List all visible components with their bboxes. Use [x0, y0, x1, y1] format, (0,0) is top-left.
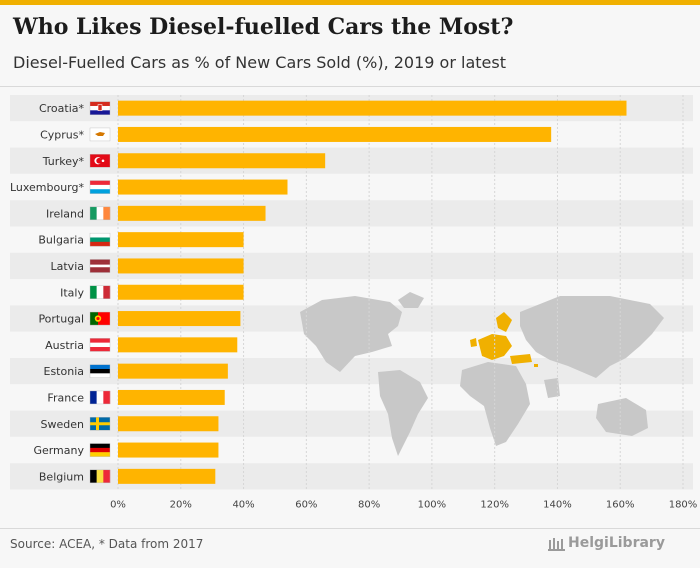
- x-tick-label: 80%: [358, 500, 380, 511]
- category-label: Portugal: [38, 313, 84, 326]
- brand-logo: HelgiLibrary: [568, 535, 665, 551]
- x-tick-label: 60%: [295, 500, 317, 511]
- bar-germany: [118, 442, 219, 458]
- row-band: [10, 252, 693, 280]
- chart-subtitle: Diesel-Fuelled Cars as % of New Cars Sol…: [13, 53, 506, 72]
- ireland-highlight-shape: [470, 338, 477, 347]
- row-band: [10, 463, 693, 490]
- bar-turkey: [118, 153, 326, 169]
- scandinavia-highlight-shape: [496, 312, 512, 332]
- bar-latvia: [118, 258, 244, 274]
- germany-flag-icon: [89, 443, 111, 457]
- x-tick-label: 160%: [606, 500, 635, 511]
- row-band: [10, 147, 693, 174]
- bar-chart: Croatia* Cyprus* Turkey* Luxembourg* Ireland…: [10, 95, 697, 511]
- category-label: Italy: [60, 286, 84, 299]
- x-tick-label: 40%: [232, 500, 254, 511]
- turkey-highlight-shape: [510, 354, 532, 364]
- row-band: [10, 200, 693, 227]
- header-divider: [0, 86, 700, 87]
- italy-flag-icon: [89, 285, 111, 299]
- row-band: [10, 384, 693, 411]
- x-tick-label: 180%: [669, 500, 698, 511]
- x-tick-label: 20%: [170, 500, 192, 511]
- bar-luxembourg: [118, 179, 288, 195]
- asia-shape: [520, 296, 664, 378]
- top-accent-bar: [0, 0, 700, 5]
- x-tick-label: 0%: [110, 500, 126, 511]
- ireland-flag-icon: [89, 206, 111, 221]
- row-band: [10, 436, 693, 464]
- row-band: [10, 410, 693, 437]
- austria-flag-icon: [89, 338, 111, 352]
- world-map: [300, 292, 664, 456]
- library-logo-icon: [548, 538, 565, 551]
- category-label: Austria: [45, 339, 84, 352]
- bar-cyprus: [118, 126, 552, 142]
- bar-ireland: [118, 205, 266, 221]
- row-band: [10, 226, 693, 253]
- greenland-shape: [398, 292, 424, 308]
- category-label: Estonia: [44, 365, 85, 378]
- bars: [118, 100, 627, 484]
- turkey-flag-icon: [89, 154, 111, 168]
- chart-title: Who Likes Diesel-fuelled Cars the Most?: [13, 14, 514, 40]
- category-label: Cyprus*: [40, 128, 84, 141]
- category-label: Germany: [33, 444, 84, 457]
- category-label: Croatia*: [39, 102, 85, 115]
- category-labels: Croatia* Cyprus* Turkey* Luxembourg* Ireland…: [10, 102, 85, 483]
- south-america-shape: [378, 370, 428, 456]
- bar-croatia: [118, 100, 627, 116]
- x-tick-label: 120%: [480, 500, 509, 511]
- north-america-shape: [300, 296, 402, 372]
- bar-bulgaria: [118, 232, 244, 248]
- category-label: Ireland: [46, 207, 84, 220]
- x-tick-label: 140%: [543, 500, 572, 511]
- cyprus-highlight-shape: [534, 364, 538, 367]
- category-label: Turkey*: [42, 155, 85, 168]
- bar-belgium: [118, 468, 216, 484]
- bar-sweden: [118, 416, 219, 432]
- x-axis-ticks: 0% 20% 40% 60% 80% 100% 120% 140% 160% 180%: [110, 500, 697, 511]
- france-flag-icon: [89, 390, 111, 405]
- category-label: Latvia: [51, 260, 85, 273]
- australia-shape: [596, 398, 648, 436]
- belgium-flag-icon: [89, 469, 111, 484]
- category-label: France: [47, 391, 84, 404]
- cyprus-flag-icon: [89, 127, 111, 142]
- bar-italy: [118, 284, 244, 300]
- sweden-flag-icon: [89, 417, 111, 431]
- latvia-flag-icon: [89, 259, 111, 273]
- category-label: Belgium: [39, 470, 84, 483]
- row-band: [10, 173, 693, 201]
- luxembourg-flag-icon: [89, 180, 111, 194]
- category-label: Sweden: [41, 418, 84, 431]
- row-backgrounds: [10, 95, 693, 490]
- bar-portugal: [118, 311, 241, 327]
- x-tick-label: 100%: [418, 500, 447, 511]
- bar-austria: [118, 337, 238, 353]
- portugal-flag-icon: [89, 311, 111, 326]
- category-label: Luxembourg*: [10, 181, 85, 194]
- flag-icons: [89, 101, 111, 484]
- bar-france: [118, 389, 225, 405]
- source-note: Source: ACEA, * Data from 2017: [10, 537, 204, 551]
- footer-divider: [0, 528, 700, 529]
- bulgaria-flag-icon: [89, 232, 111, 247]
- bar-estonia: [118, 363, 228, 379]
- croatia-flag-icon: [89, 101, 111, 115]
- india-shape: [544, 378, 560, 398]
- estonia-flag-icon: [89, 364, 111, 378]
- category-label: Bulgaria: [38, 234, 84, 247]
